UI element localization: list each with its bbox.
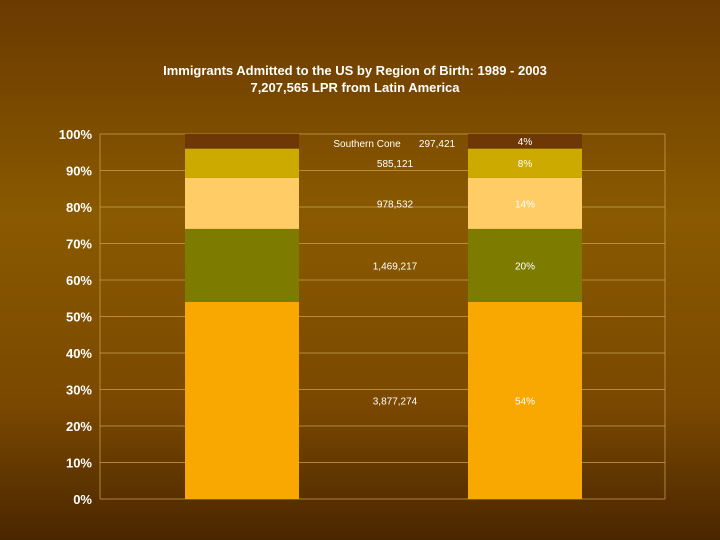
y-tick-label: 100% [59,127,93,142]
y-tick-label: 30% [66,383,92,398]
bar-segment-counts [185,148,299,178]
y-axis-ticks: 0% 10% 20% 30% 40% 50% 60% 70% 80% 90% 100% [59,127,93,507]
bar-segment-counts [185,301,299,499]
percent-label: 20% [515,261,535,272]
y-tick-label: 90% [66,164,92,179]
y-tick-label: 60% [66,273,92,288]
chart-subtitle: 7,207,565 LPR from Latin America [250,80,460,95]
y-tick-label: 10% [66,456,92,471]
stacked-bars [185,134,582,499]
percent-label: 54% [515,396,535,407]
percent-label: 8% [518,159,533,170]
count-label: 297,421 [419,139,456,150]
y-tick-label: 20% [66,419,92,434]
percent-label: 14% [515,199,535,210]
chart-title: Immigrants Admitted to the US by Region … [163,63,547,78]
bar-segment-percent [468,148,582,178]
bar-segment-counts [185,134,299,149]
bar-segment-percent [468,228,582,302]
bar-segment-percent [468,177,582,229]
count-label: 3,877,274 [373,396,418,407]
count-label: 1,469,217 [373,261,418,272]
y-tick-label: 0% [73,492,92,507]
data-labels: 3,877,274 54% 1,469,217 20% 978,532 14% 585,12… [333,137,535,407]
bar-segment-counts [185,177,299,229]
y-tick-label: 80% [66,200,92,215]
bar-segment-percent [468,301,582,499]
series-name-label: Southern Cone [333,139,401,150]
y-tick-label: 70% [66,237,92,252]
count-label: 978,532 [377,199,414,210]
percent-label: 4% [518,137,533,148]
bar-segment-counts [185,228,299,302]
bar-segment-percent [468,134,582,149]
y-tick-label: 50% [66,310,92,325]
count-label: 585,121 [377,159,414,170]
y-tick-label: 40% [66,346,92,361]
